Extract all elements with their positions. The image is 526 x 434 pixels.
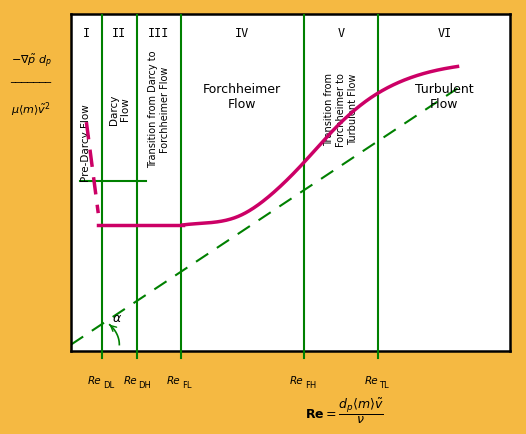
Text: Re: Re — [88, 375, 102, 385]
Text: I: I — [83, 27, 90, 40]
Text: Pre-Darcy Flow: Pre-Darcy Flow — [82, 104, 92, 182]
Text: Re: Re — [365, 375, 378, 385]
Text: Turbulent
Flow: Turbulent Flow — [415, 82, 473, 110]
Text: $\alpha$: $\alpha$ — [112, 312, 122, 324]
Text: VI: VI — [437, 27, 451, 40]
Text: II: II — [112, 27, 126, 40]
Text: Transition from Darcy to
Forchheimer Flow: Transition from Darcy to Forchheimer Flo… — [148, 51, 170, 168]
Text: $\mathbf{Re} = \dfrac{d_p \langle m \rangle \tilde{v}}{\nu}$: $\mathbf{Re} = \dfrac{d_p \langle m \ran… — [305, 395, 384, 425]
Text: DL: DL — [103, 380, 114, 389]
Text: Forchheimer
Flow: Forchheimer Flow — [203, 82, 281, 110]
Text: Transition from
Forchheimer to
Turbulent Flow: Transition from Forchheimer to Turbulent… — [325, 72, 358, 146]
Text: $\mu \langle m \rangle \tilde{v}^2$: $\mu \langle m \rangle \tilde{v}^2$ — [11, 100, 50, 118]
Text: $-\nabla\tilde{p}\ d_p$: $-\nabla\tilde{p}\ d_p$ — [11, 52, 52, 69]
Text: Re: Re — [290, 375, 304, 385]
Text: FL: FL — [182, 380, 191, 389]
Text: TL: TL — [379, 380, 389, 389]
Text: Darcy
Flow: Darcy Flow — [108, 94, 130, 125]
Text: Re: Re — [123, 375, 137, 385]
Text: V: V — [338, 27, 345, 40]
Text: IV: IV — [235, 27, 249, 40]
Text: III: III — [148, 27, 169, 40]
Text: Re: Re — [167, 375, 181, 385]
Text: DH: DH — [138, 380, 151, 389]
Text: FH: FH — [305, 380, 316, 389]
Text: ───────: ─────── — [11, 78, 52, 87]
